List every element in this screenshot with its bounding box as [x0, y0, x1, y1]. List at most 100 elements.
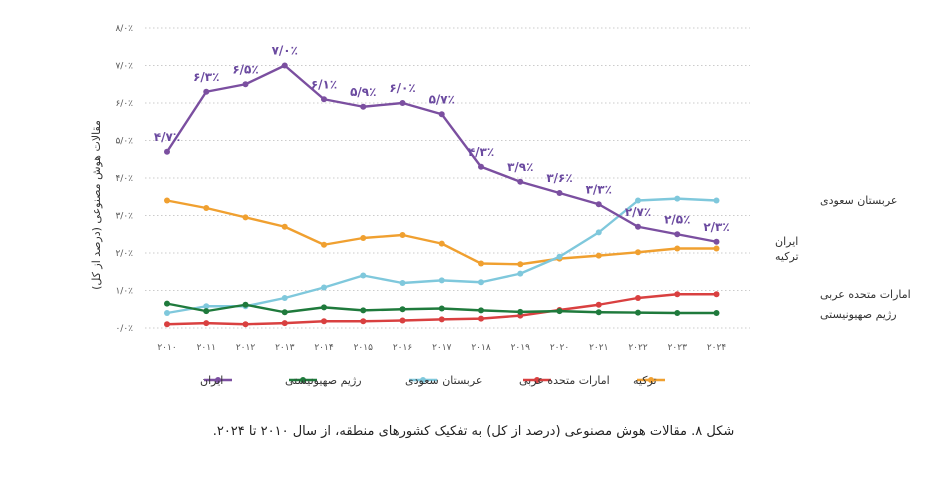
x-tick-label: ۲۰۱۰: [157, 343, 176, 353]
data-point: [242, 301, 249, 308]
data-label: ۶/۰٪: [389, 81, 415, 95]
data-point: [635, 197, 641, 204]
data-point: [556, 190, 563, 196]
legend: ایران رژیم صهیونیستی عربستان سعودی امارات م…: [200, 374, 665, 387]
legend-marker: [215, 377, 221, 383]
data-point: [595, 229, 602, 236]
series-end-label: ترکیه: [775, 250, 799, 263]
data-point: [281, 295, 288, 301]
y-tick-label: ۶/۰٪: [115, 99, 133, 109]
y-tick-label: ۳/۰٪: [115, 212, 133, 222]
data-point: [674, 231, 681, 238]
legend-marker: [648, 377, 654, 383]
data-point: [242, 81, 249, 88]
data-point: [321, 241, 327, 248]
x-tick-label: ۲۰۱۹: [511, 343, 531, 353]
data-point: [360, 307, 367, 314]
y-tick-label: ۰/۰٪: [115, 324, 133, 334]
data-label: ۳/۳٪: [586, 182, 612, 196]
data-point: [478, 307, 484, 314]
data-label: ۴/۳٪: [468, 145, 494, 159]
data-point: [281, 223, 288, 230]
data-point: [478, 315, 484, 322]
data-point: [203, 320, 210, 327]
data-point: [713, 197, 720, 204]
data-point: [360, 103, 367, 110]
data-point: [713, 238, 720, 245]
data-point: [635, 249, 641, 256]
data-point: [360, 272, 367, 279]
x-tick-label: ۲۰۲۴: [707, 343, 727, 353]
data-point: [360, 318, 367, 325]
data-point: [595, 252, 602, 259]
x-tick-label: ۲۰۲۲: [628, 343, 648, 353]
data-point: [517, 178, 524, 185]
x-tick-label: ۲۰۱۳: [275, 343, 295, 353]
data-label: ۶/۳٪: [193, 70, 219, 84]
y-tick-label: ۱/۰٪: [115, 287, 133, 297]
x-tick-label: ۲۰۲۰: [550, 343, 569, 353]
legend-label: ترکیه: [633, 374, 657, 387]
data-point: [203, 88, 210, 95]
data-label: ۳/۹٪: [507, 160, 533, 174]
data-point: [321, 304, 327, 311]
x-tick-label: ۲۰۱۵: [354, 343, 374, 353]
data-point: [595, 201, 602, 208]
legend-label: ایران: [200, 374, 223, 387]
data-point: [321, 96, 327, 103]
data-point: [438, 305, 445, 312]
data-point: [438, 277, 445, 284]
legend-marker: [420, 377, 426, 383]
x-tick-label: ۲۰۱۷: [432, 343, 452, 353]
data-label: ۴/۷٪: [154, 130, 180, 144]
x-tick-label: ۲۰۱۴: [314, 343, 334, 353]
series-lines: [164, 62, 720, 328]
data-point: [556, 253, 563, 260]
y-axis-ticks: ۰/۰٪ ۱/۰٪ ۲/۰٪ ۳/۰٪ ۴/۰٪ ۵/۰٪ ۶/۰٪ ۷/۰٪ ۸/۰٪: [115, 24, 133, 334]
data-point: [164, 148, 170, 155]
data-point: [438, 240, 445, 247]
data-point: [517, 261, 524, 268]
x-tick-label: ۲۰۱۱: [197, 343, 216, 353]
data-point: [281, 309, 288, 316]
data-point: [164, 310, 170, 316]
x-tick-label: ۲۰۲۱: [589, 343, 608, 353]
data-label: ۲/۷٪: [625, 205, 651, 219]
series-end-label: امارات متحده عربی: [820, 288, 911, 301]
data-point: [281, 320, 288, 327]
y-tick-label: ۷/۰٪: [115, 62, 133, 72]
data-label: ۶/۱٪: [311, 77, 337, 91]
legend-label: رژیم صهیونیستی: [285, 374, 362, 387]
figure-caption: شکل ۸. مقالات هوش مصنوعی (درصد از کل) به…: [212, 424, 735, 439]
x-axis-ticks: ۲۰۱۰ ۲۰۱۱ ۲۰۱۲ ۲۰۱۳ ۲۰۱۴ ۲۰۱۵ ۲۰۱۶ ۲۰۱۷ ۲۰۱۸ ۲۰۱۹…: [157, 343, 726, 353]
x-tick-label: ۲۰۱۲: [236, 343, 256, 353]
data-label: ۷/۰٪: [272, 44, 298, 58]
legend-label: عربستان سعودی: [405, 374, 482, 387]
data-point: [399, 306, 406, 313]
data-point: [478, 260, 484, 267]
data-point: [556, 308, 563, 315]
data-point: [713, 310, 720, 316]
data-point: [635, 295, 641, 301]
y-tick-label: ۸/۰٪: [115, 24, 133, 34]
y-axis-title: مقالات هوش مصنوعی (درصد از کل): [90, 120, 103, 290]
data-point: [242, 321, 249, 328]
data-point: [203, 205, 210, 211]
data-point: [674, 310, 681, 316]
data-point: [399, 317, 406, 324]
y-tick-label: ۲/۰٪: [115, 249, 133, 259]
data-point: [635, 223, 641, 230]
data-point: [478, 163, 484, 170]
series-end-labels: ایران رژیم صهیونیستی عربستان سعودی امارات م…: [775, 194, 911, 321]
data-point: [674, 195, 681, 202]
legend-label: امارات متحده عربی: [519, 374, 610, 387]
data-point: [203, 308, 210, 315]
data-point: [635, 309, 641, 316]
legend-marker: [300, 377, 306, 383]
data-point: [399, 232, 406, 238]
data-point: [203, 303, 210, 310]
data-point: [674, 245, 681, 252]
data-point: [281, 62, 288, 69]
data-label: ۵/۷٪: [429, 92, 455, 106]
data-point: [360, 235, 367, 241]
